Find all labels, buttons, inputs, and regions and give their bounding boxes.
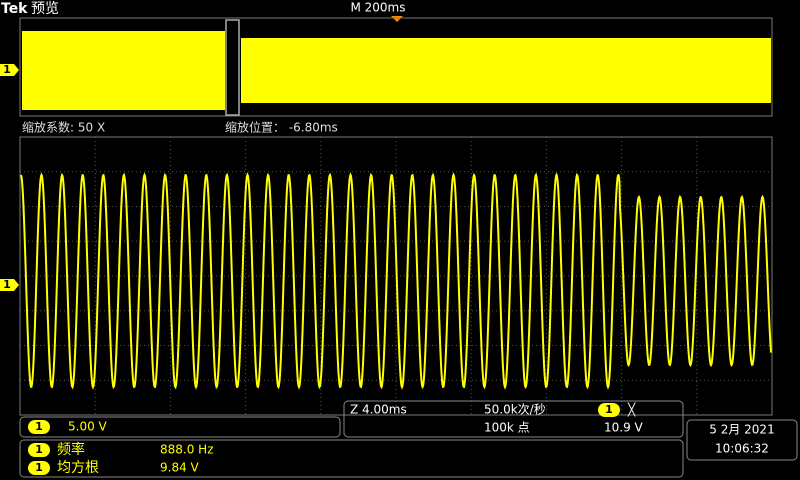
overview-frame [19,17,773,117]
measurement-value: 9.84 V [160,461,200,475]
zoom-timebase: Z 4.00ms [350,403,407,417]
channel-marker-label: 1 [3,63,11,76]
channel-scale-box[interactable] [19,416,341,438]
channel-badge [28,443,50,457]
channel-badge [598,403,620,417]
channel-marker [0,64,19,76]
acquisition-box[interactable] [343,400,684,438]
channel-marker [0,279,19,291]
zoom-factor: 缩放系数: 50 X [22,120,105,135]
measurement-name: 频率 [57,441,85,458]
channel-badge-label: 1 [35,420,43,433]
date: 5 2月 2021 [709,423,774,437]
record-length: 100k 点 [484,421,530,435]
measurement-name: 均方根 [57,460,99,476]
channel-badge-label: 1 [605,403,613,416]
channel-badge [28,461,50,475]
overview-signal [22,31,225,110]
brand: Tek [1,1,28,17]
datetime-box [686,419,798,461]
timebase: M 200ms [350,1,405,15]
channel-badge-label: 1 [35,443,43,456]
overview-signal [241,38,771,103]
channel-badge [28,420,50,434]
zoom-position: 缩放位置： -6.80ms [225,120,338,135]
measurement-value: 888.0 Hz [160,443,214,457]
sample-rate: 50.0k次/秒 [484,403,546,417]
waveform [20,172,772,390]
measurements: 1 频率 888.0 Hz 1 均方根 9.84 V [28,441,214,476]
channel-marker-label: 1 [3,278,11,291]
main-frame [19,136,773,416]
trigger-slope: ╳ [627,402,636,417]
channel-badge-label: 1 [35,461,43,474]
zoom-window[interactable] [225,19,240,116]
measurement-box[interactable] [19,439,684,478]
trigger-level: 10.9 V [604,421,644,435]
time: 10:06:32 [715,442,769,456]
channel-scale: 5.00 V [68,420,108,434]
mode: 预览 [31,1,59,17]
